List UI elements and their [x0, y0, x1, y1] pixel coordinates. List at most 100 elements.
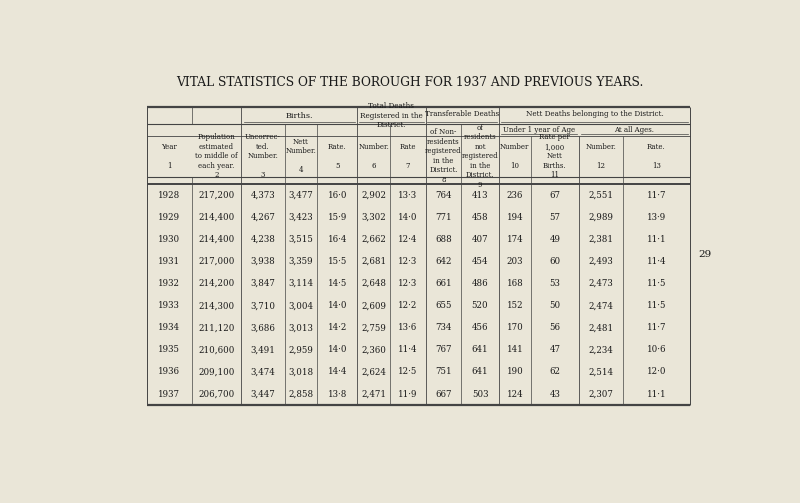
Text: 194: 194	[506, 213, 523, 222]
Text: 771: 771	[435, 213, 452, 222]
Text: 3,515: 3,515	[289, 235, 314, 244]
Text: 16·0: 16·0	[327, 191, 347, 200]
Text: 3,477: 3,477	[289, 191, 314, 200]
Text: 11·4: 11·4	[398, 346, 418, 355]
Text: 11·4: 11·4	[646, 257, 666, 266]
Text: Births.: Births.	[286, 112, 313, 120]
Text: 3,004: 3,004	[288, 301, 314, 310]
Text: 3,013: 3,013	[289, 323, 314, 332]
Text: 124: 124	[506, 389, 523, 398]
Text: 1930: 1930	[158, 235, 180, 244]
Text: 217,000: 217,000	[198, 257, 234, 266]
Text: 2,481: 2,481	[588, 323, 614, 332]
Text: 49: 49	[550, 235, 560, 244]
Text: 661: 661	[435, 279, 452, 288]
Text: 10·6: 10·6	[646, 346, 666, 355]
Text: 2,858: 2,858	[288, 389, 314, 398]
Text: Total Deaths
Registered in the
District.: Total Deaths Registered in the District.	[360, 102, 422, 129]
Text: 667: 667	[435, 389, 452, 398]
Text: of Non-
residents
registered
in the
District.
8: of Non- residents registered in the Dist…	[425, 128, 462, 184]
Text: 2,624: 2,624	[362, 368, 386, 376]
Text: 16·4: 16·4	[327, 235, 347, 244]
Text: 4,238: 4,238	[250, 235, 275, 244]
Text: 214,400: 214,400	[198, 235, 234, 244]
Text: 190: 190	[506, 368, 523, 376]
Text: VITAL STATISTICS OF THE BOROUGH FOR 1937 AND PREVIOUS YEARS.: VITAL STATISTICS OF THE BOROUGH FOR 1937…	[176, 76, 644, 89]
Text: 2,759: 2,759	[362, 323, 386, 332]
Text: 214,300: 214,300	[198, 301, 234, 310]
Text: 751: 751	[435, 368, 452, 376]
Text: 2,234: 2,234	[588, 346, 613, 355]
Text: Population
estimated
to middle of
each year.
2: Population estimated to middle of each y…	[195, 133, 238, 179]
Text: 642: 642	[435, 257, 452, 266]
Text: 14·0: 14·0	[398, 213, 418, 222]
Text: 43: 43	[550, 389, 560, 398]
Text: 3,491: 3,491	[250, 346, 275, 355]
Text: 57: 57	[550, 213, 560, 222]
Text: 456: 456	[472, 323, 488, 332]
Text: 1932: 1932	[158, 279, 180, 288]
Text: 3,474: 3,474	[250, 368, 275, 376]
Text: 2,662: 2,662	[362, 235, 386, 244]
Text: 50: 50	[550, 301, 560, 310]
Text: 641: 641	[472, 368, 488, 376]
Text: 2,959: 2,959	[289, 346, 314, 355]
Text: Under 1 year of Age: Under 1 year of Age	[502, 126, 574, 134]
Text: 3,847: 3,847	[250, 279, 275, 288]
Text: 458: 458	[472, 213, 488, 222]
Text: Rate

7: Rate 7	[399, 143, 416, 170]
Text: 655: 655	[435, 301, 452, 310]
Text: 2,989: 2,989	[588, 213, 613, 222]
Text: 3,359: 3,359	[289, 257, 313, 266]
Text: 12·0: 12·0	[646, 368, 666, 376]
Text: 1929: 1929	[158, 213, 180, 222]
Text: 209,100: 209,100	[198, 368, 234, 376]
Text: 13·6: 13·6	[398, 323, 418, 332]
Text: 3,018: 3,018	[288, 368, 314, 376]
Text: 2,493: 2,493	[588, 257, 613, 266]
Text: 12·5: 12·5	[398, 368, 418, 376]
Text: 520: 520	[472, 301, 488, 310]
Text: 2,648: 2,648	[362, 279, 386, 288]
Text: Uncorrec-
ted.
Number.

3: Uncorrec- ted. Number. 3	[245, 133, 281, 179]
Text: 60: 60	[550, 257, 560, 266]
Text: 62: 62	[550, 368, 560, 376]
Text: 767: 767	[435, 346, 452, 355]
Text: 3,686: 3,686	[250, 323, 275, 332]
Text: of
residents
not
registered
in the
District.
9: of residents not registered in the Distr…	[462, 124, 498, 189]
Text: 47: 47	[550, 346, 560, 355]
Text: 14·0: 14·0	[327, 301, 347, 310]
Text: 1937: 1937	[158, 389, 180, 398]
Text: 13·9: 13·9	[647, 213, 666, 222]
Text: 3,302: 3,302	[362, 213, 386, 222]
Text: 14·4: 14·4	[327, 368, 347, 376]
Text: 13·3: 13·3	[398, 191, 418, 200]
Text: 214,400: 214,400	[198, 213, 234, 222]
Text: 168: 168	[506, 279, 523, 288]
Text: Nett
Number.

4: Nett Number. 4	[286, 138, 316, 175]
Text: 3,447: 3,447	[250, 389, 275, 398]
Text: Number.

6: Number. 6	[358, 143, 389, 170]
Text: 688: 688	[435, 235, 452, 244]
Text: 13·8: 13·8	[327, 389, 347, 398]
Text: 14·0: 14·0	[327, 346, 347, 355]
Text: 3,114: 3,114	[288, 279, 314, 288]
Text: 12·2: 12·2	[398, 301, 418, 310]
Text: 11·7: 11·7	[646, 191, 666, 200]
Text: 12·4: 12·4	[398, 235, 418, 244]
Text: 503: 503	[472, 389, 488, 398]
Text: 2,514: 2,514	[588, 368, 613, 376]
Text: 2,474: 2,474	[588, 301, 613, 310]
Text: 15·9: 15·9	[327, 213, 347, 222]
Text: 11·5: 11·5	[646, 301, 666, 310]
Text: 211,120: 211,120	[198, 323, 234, 332]
Text: 210,600: 210,600	[198, 346, 234, 355]
Text: 2,471: 2,471	[362, 389, 386, 398]
Text: Transferable Deaths: Transferable Deaths	[425, 110, 499, 118]
Text: 764: 764	[435, 191, 452, 200]
Text: At all Ages.: At all Ages.	[614, 126, 654, 134]
Text: Rate.

13: Rate. 13	[647, 143, 666, 170]
Text: 2,681: 2,681	[361, 257, 386, 266]
Text: 407: 407	[472, 235, 488, 244]
Text: 1933: 1933	[158, 301, 180, 310]
